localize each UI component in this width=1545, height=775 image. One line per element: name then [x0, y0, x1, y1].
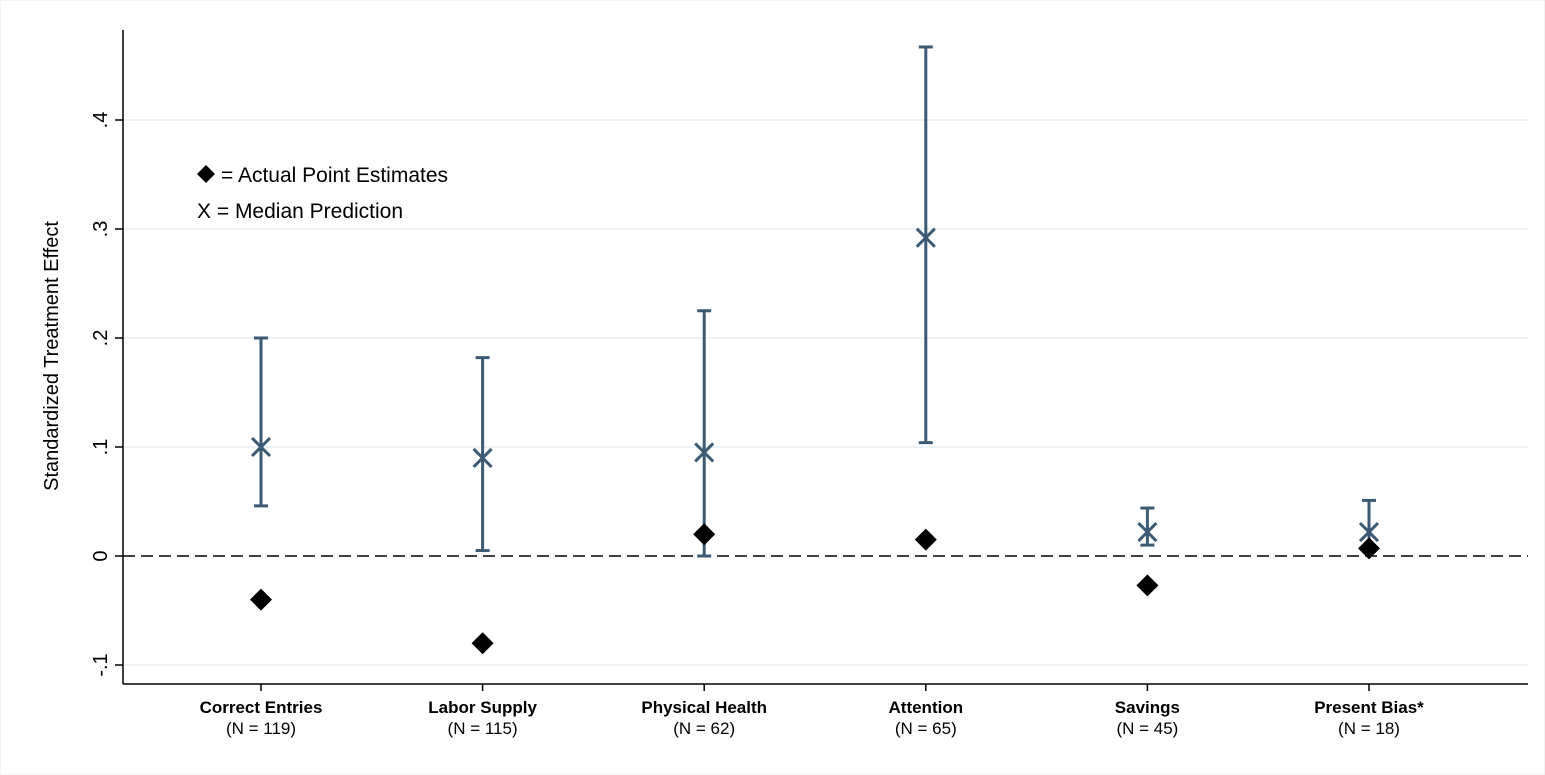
x-category-label: Savings: [1115, 698, 1180, 717]
axes: [115, 30, 1528, 691]
actual-diamond-marker: [1358, 537, 1380, 560]
prediction-x-marker: [694, 442, 715, 463]
grid-lines: [123, 119, 1528, 666]
x-category-label: Labor Supply: [428, 698, 537, 717]
x-category-label: Correct Entries: [200, 698, 323, 717]
x-n-label: (N = 115): [448, 719, 518, 738]
x-n-label: (N = 45): [1116, 719, 1178, 738]
x-category-label: Present Bias*: [1314, 698, 1424, 717]
x-n-label: (N = 62): [673, 719, 735, 738]
x-n-label: (N = 18): [1338, 719, 1400, 738]
x-category-label: Attention: [889, 698, 964, 717]
prediction-x-marker: [915, 227, 936, 248]
chart-marks: [250, 45, 1380, 655]
legend-diamond-icon: [197, 165, 215, 183]
prediction-x-marker: [1137, 521, 1158, 543]
actual-diamond-marker: [250, 588, 272, 611]
chart-labels: Standardized Treatment Effect -.1 0 .1 .2 .3…: [41, 112, 1424, 738]
actual-diamond-marker: [914, 528, 937, 551]
y-tick-label: 0: [90, 550, 112, 561]
prediction-x-marker: [1358, 521, 1380, 543]
actual-diamond-marker: [693, 523, 716, 546]
prediction-x-marker: [472, 447, 493, 468]
actual-diamond-marker: [1136, 574, 1159, 597]
y-tick-label: .1: [90, 439, 112, 456]
prediction-x-marker: [250, 436, 272, 458]
legend-actual-label: = Actual Point Estimates: [221, 164, 448, 187]
y-axis-title: Standardized Treatment Effect: [41, 221, 63, 491]
y-tick-label: .2: [90, 330, 112, 347]
actual-diamond-marker: [471, 632, 494, 655]
x-category-label: Physical Health: [641, 698, 767, 717]
x-n-label: (N = 119): [226, 719, 296, 738]
y-tick-label: .3: [90, 221, 112, 238]
legend: = Actual Point Estimates X = Median Pred…: [197, 164, 448, 223]
y-tick-label: .4: [90, 112, 112, 129]
legend-prediction-label: X = Median Prediction: [197, 200, 403, 223]
x-n-label: (N = 65): [895, 719, 957, 738]
y-tick-label: -.1: [90, 653, 112, 676]
